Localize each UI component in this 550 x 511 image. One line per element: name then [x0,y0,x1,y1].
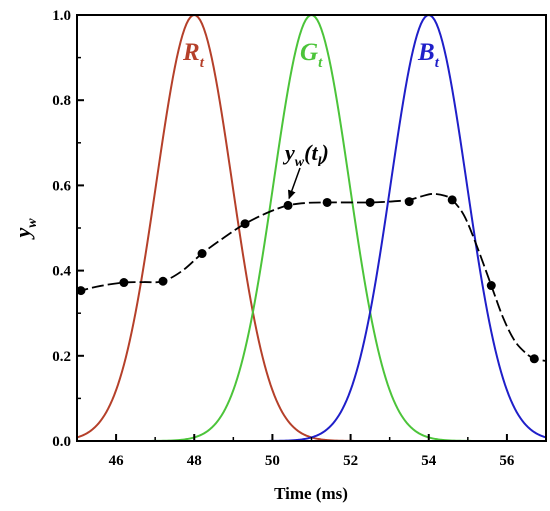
yw-data-point-6 [322,197,332,207]
curve-label-main: R [182,39,200,66]
yw-data-point-0 [78,286,86,296]
yw-data-point-9 [447,195,457,205]
yw-annotation-main-sub: w [295,155,305,170]
y-tick-label: 0.4 [52,264,71,280]
y-axis-title: yw [10,218,40,241]
x-tick-label: 56 [499,453,515,469]
yw-annotation-arrow [287,167,301,200]
y-axis-title-sub: w [25,218,40,228]
curve-label-sub: t [200,55,205,71]
x-tick-label: 46 [109,453,125,469]
curve-label-main: B [417,39,435,66]
y-axis-title-main: y [10,228,35,241]
yw-data-point-7 [365,197,375,207]
yw-annotation-main: y [282,140,295,165]
y-tick-label: 0.0 [52,434,71,450]
x-tick-label: 50 [265,453,280,469]
yw-data-point-3 [197,249,207,259]
plot-frame [76,14,547,442]
svg-text:yw: yw [10,218,40,241]
curve-label-sub: t [318,55,323,71]
curve-label-main: G [300,39,318,66]
yw-data-point-10 [486,281,496,291]
yw-data-point-1 [119,278,129,288]
curve-label-g-t: Gt [300,39,323,71]
yw-annotation-label: yw(tl) [282,140,329,170]
series-curve-r-t [78,16,545,440]
x-tick-label: 52 [343,453,358,469]
y-tick-label: 0.8 [52,93,71,109]
yw-data-point-11 [529,354,539,364]
curve-label-r-t: Rt [182,39,205,71]
y-tick-label: 0.6 [52,178,71,194]
yw-data-point-2 [158,276,168,286]
y-tick-label: 1.0 [52,8,71,24]
x-tick-label: 48 [187,453,202,469]
x-axis-title: Time (ms) [274,484,348,503]
series-curve-g-t [78,16,545,440]
series-curve-yw [78,193,545,362]
curve-label-b-t: Bt [417,39,440,71]
yw-data-point-4 [240,219,250,229]
curve-label-sub: t [435,55,440,71]
x-tick-label: 54 [421,453,437,469]
yw-data-point-5 [283,200,293,210]
yw-annotation-open-paren: ( [304,140,313,165]
series-curve-b-t [78,16,545,440]
y-tick-label: 0.2 [52,349,71,365]
yw-data-point-8 [404,197,414,207]
yw-annotation-arg: t [311,140,318,165]
yw-annotation-close-paren: ) [319,140,328,165]
yw-annotation-arg-sub: l [318,155,322,170]
